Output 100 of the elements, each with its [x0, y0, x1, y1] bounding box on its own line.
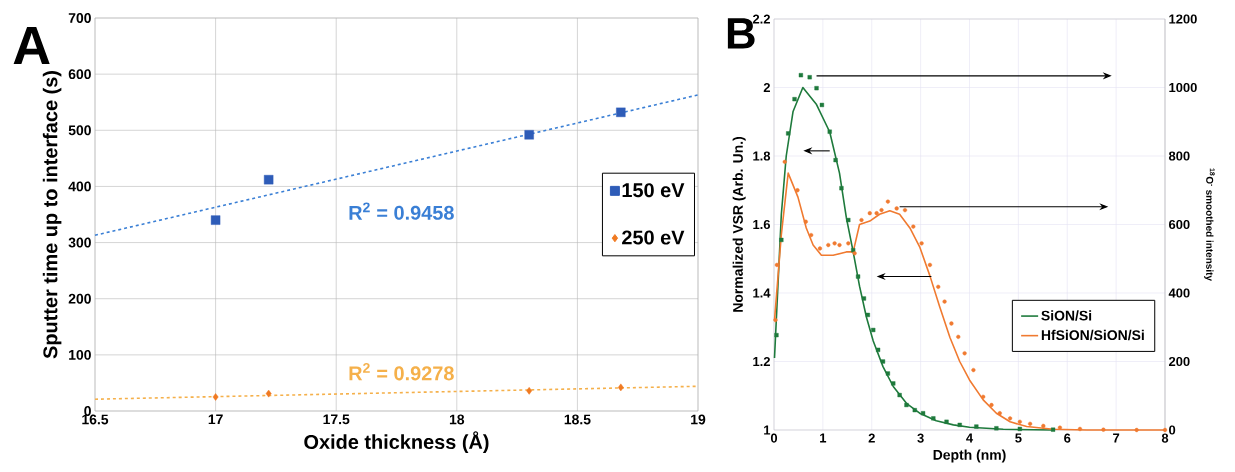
point: [962, 351, 967, 356]
point: [837, 242, 842, 248]
annotation: R$^{2}$ = 0.9458: [349, 202, 454, 220]
point: [1057, 425, 1063, 430]
point: [809, 233, 814, 238]
point: [885, 371, 890, 376]
point: [832, 241, 837, 246]
point: [919, 241, 924, 246]
x-tick-label: 8: [1161, 433, 1169, 443]
legend-label: 150 eV: [622, 183, 685, 198]
point: [819, 102, 824, 108]
point: [526, 387, 533, 395]
y-tick-label: 700: [68, 13, 91, 23]
x-tick-label: 4: [966, 433, 974, 443]
legend-label: 250 eV: [622, 230, 685, 245]
x-axis-title: Oxide thickness (Å): [304, 431, 489, 453]
point: [865, 312, 870, 318]
y-tick-label: 1.6: [753, 219, 771, 230]
point: [846, 241, 851, 246]
x-tick-label: 6: [1064, 433, 1071, 443]
x-tick-label: 17: [208, 414, 223, 425]
y2-tick-label: 800: [1168, 151, 1190, 161]
y-tick-label: 0: [84, 406, 91, 416]
point: [1017, 426, 1022, 432]
point: [994, 426, 999, 431]
y2-tick-label: 0: [1169, 425, 1176, 435]
point: [786, 131, 791, 136]
annotation: R$^{2}$ = 0.9278: [349, 362, 454, 381]
point: [817, 246, 823, 251]
point: [859, 217, 864, 223]
y-tick-label: 400: [68, 181, 91, 192]
y-tick-label: 2: [763, 82, 770, 93]
y-tick-label: 200: [68, 293, 91, 304]
point: [981, 394, 986, 399]
point: [807, 75, 812, 80]
point: [846, 217, 851, 223]
x-tick-label: 18: [449, 414, 465, 425]
point: [1017, 419, 1022, 424]
x-axis-title: Depth (nm): [933, 449, 1006, 463]
point: [867, 211, 872, 216]
point: [833, 158, 838, 163]
y-tick-label: 2.2: [752, 14, 770, 24]
point: [782, 159, 787, 164]
point: [989, 402, 994, 408]
point: [880, 359, 886, 364]
point: [795, 188, 800, 193]
point: [891, 381, 896, 386]
point: [879, 208, 884, 213]
point: [839, 186, 844, 191]
y2-tick-label: 400: [1168, 288, 1190, 298]
point: [1007, 416, 1013, 421]
point: [814, 86, 819, 91]
point: [876, 347, 881, 352]
y-tick-label: 1.4: [753, 288, 771, 298]
point: [827, 129, 832, 134]
point: [617, 383, 624, 392]
point: [1134, 427, 1139, 433]
point: [956, 334, 961, 339]
x-tick-label: 0: [770, 433, 778, 443]
point: [803, 219, 808, 224]
x-tick-label: 18.5: [564, 414, 591, 425]
point: [974, 424, 979, 429]
point: [1028, 421, 1033, 426]
point: [826, 242, 831, 248]
point: [1041, 423, 1046, 428]
legend-label: HfSiON/SiON/Si: [1041, 329, 1144, 341]
chart-title: A: [13, 27, 50, 65]
x-tick-label: 7: [1113, 433, 1120, 443]
point: [897, 392, 902, 398]
y2-tick-label: 1000: [1169, 82, 1197, 93]
x-tick-label: 16.5: [82, 414, 109, 425]
point: [1077, 426, 1083, 432]
point: [210, 215, 221, 225]
point: [861, 296, 867, 301]
y-tick-label: 100: [69, 349, 91, 360]
point: [971, 367, 976, 373]
y-axis-title: Sputter time up to interface (s): [42, 71, 62, 359]
point: [885, 199, 890, 204]
point: [902, 208, 908, 213]
point: [212, 393, 219, 401]
y2-tick-label: 200: [1168, 356, 1190, 367]
point: [949, 321, 954, 326]
chart-title: B: [727, 18, 755, 49]
x-tick-label: 1: [820, 433, 827, 443]
y-tick-label: 500: [68, 125, 91, 136]
point: [957, 422, 962, 427]
point: [616, 107, 626, 117]
x-tick-label: 2: [868, 433, 875, 443]
point: [911, 224, 916, 229]
point: [912, 408, 917, 413]
y-axis-title: Normalized VSR (Arb. Un.): [732, 136, 746, 312]
point: [855, 274, 861, 279]
point: [263, 175, 274, 185]
point: [524, 130, 534, 140]
point: [997, 411, 1002, 416]
point: [773, 317, 778, 323]
y-tick-label: 1: [764, 425, 771, 435]
point: [774, 262, 780, 267]
point: [792, 97, 797, 102]
point: [927, 262, 933, 267]
